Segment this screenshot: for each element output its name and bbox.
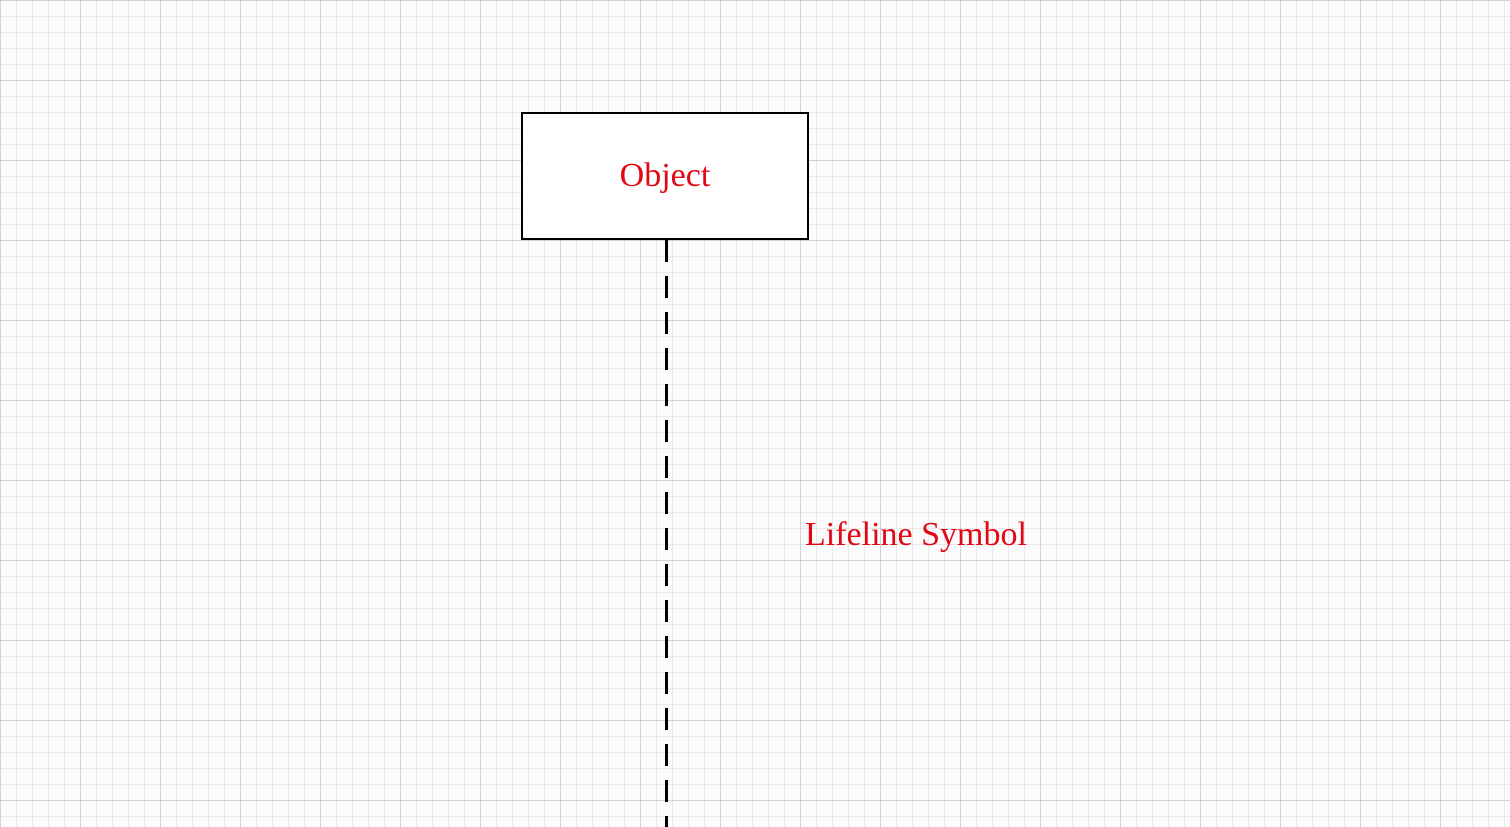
lifeline-dashed-line[interactable]: [665, 240, 668, 827]
object-label: Object: [620, 157, 711, 195]
object-box[interactable]: Object: [521, 112, 809, 240]
lifeline-annotation-label: Lifeline Symbol: [805, 516, 1027, 554]
